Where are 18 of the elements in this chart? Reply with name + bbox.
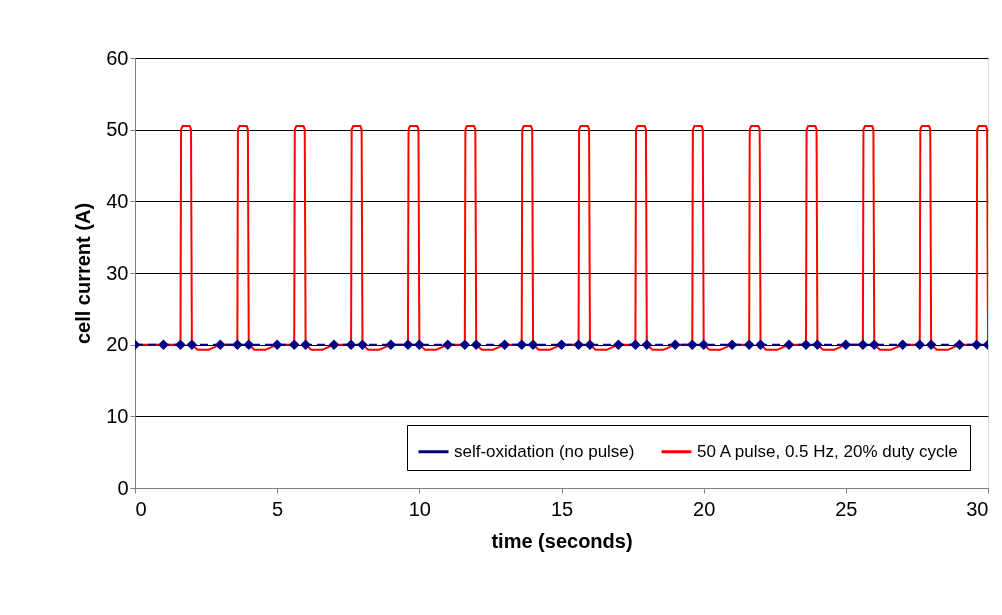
legend-label: self-oxidation (no pulse) xyxy=(454,441,635,461)
x-tick-label: 30 xyxy=(966,497,989,520)
x-tick-label: 15 xyxy=(550,497,574,520)
y-tick-label: 20 xyxy=(106,333,129,356)
y-axis-title: cell current (A) xyxy=(72,202,95,345)
y-tick-label: 10 xyxy=(106,404,129,427)
x-tick-label: 10 xyxy=(408,497,431,520)
x-tick-label: 25 xyxy=(835,497,858,520)
y-tick-label: 40 xyxy=(106,189,129,212)
x-tick-label: 5 xyxy=(272,497,284,520)
x-tick-label: 0 xyxy=(135,497,147,520)
y-tick-label: 60 xyxy=(106,46,129,69)
y-tick-label: 50 xyxy=(106,118,129,141)
y-tick-label: 0 xyxy=(117,476,129,499)
legend-label: 50 A pulse, 0.5 Hz, 20% duty cycle xyxy=(697,441,958,461)
y-tick-label: 30 xyxy=(106,261,129,284)
x-axis-title: time (seconds) xyxy=(491,529,633,552)
x-tick-label: 20 xyxy=(693,497,716,520)
